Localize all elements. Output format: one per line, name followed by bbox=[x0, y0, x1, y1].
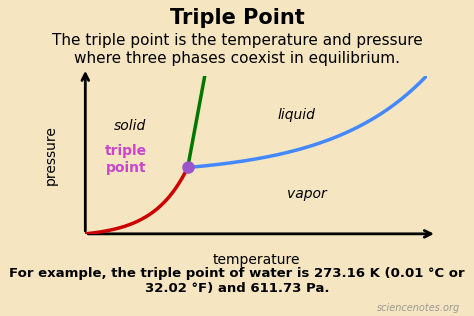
Text: pressure: pressure bbox=[44, 125, 58, 185]
Text: The triple point is the temperature and pressure
where three phases coexist in e: The triple point is the temperature and … bbox=[52, 33, 422, 66]
Text: liquid: liquid bbox=[278, 108, 316, 122]
Text: Triple Point: Triple Point bbox=[170, 8, 304, 28]
Text: sciencenotes.org: sciencenotes.org bbox=[376, 303, 460, 313]
Text: triple
point: triple point bbox=[105, 144, 147, 175]
Text: For example, the triple point of water is 273.16 K (0.01 °C or
32.02 °F) and 611: For example, the triple point of water i… bbox=[9, 267, 465, 295]
Text: vapor: vapor bbox=[287, 187, 327, 201]
Text: solid: solid bbox=[114, 119, 146, 133]
Text: temperature: temperature bbox=[212, 253, 300, 267]
